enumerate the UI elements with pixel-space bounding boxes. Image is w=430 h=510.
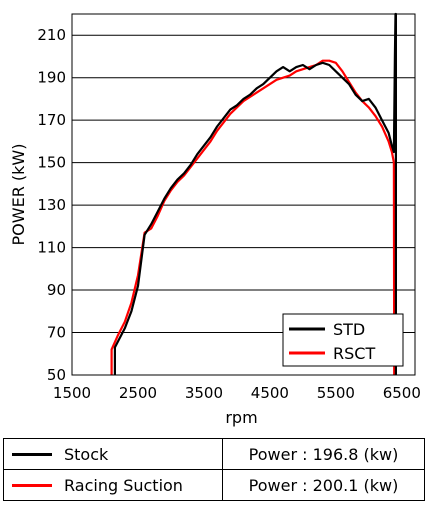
y-axis-label: POWER (kW) bbox=[9, 144, 28, 246]
y-tick-label: 190 bbox=[37, 69, 66, 87]
racing-suction-line-swatch bbox=[12, 483, 52, 487]
power-chart: 50 70 90 110 130 150 170 190 210 1500 2500 3500 4500… bbox=[9, 12, 421, 427]
tick-layer: 50 70 90 110 130 150 170 190 210 1500 2500 3500 4500… bbox=[37, 26, 421, 402]
series-line-std bbox=[113, 12, 397, 375]
legend-box bbox=[282, 313, 404, 367]
summary-legend-cell: Stock bbox=[3, 438, 223, 470]
summary-label-stock: Stock bbox=[64, 444, 109, 464]
summary-table: Stock Power : 196.8 (kw) Racing Suction … bbox=[3, 438, 425, 501]
x-tick-label: 2500 bbox=[119, 384, 157, 402]
y-tick-label: 210 bbox=[37, 26, 66, 44]
x-tick-label: 3500 bbox=[185, 384, 223, 402]
y-tick-label: 130 bbox=[37, 196, 66, 214]
y-tick-label: 110 bbox=[37, 239, 66, 257]
plot-frame bbox=[71, 13, 416, 376]
chart-legend: STD RSCT bbox=[282, 313, 404, 367]
y-tick-label: 150 bbox=[37, 154, 66, 172]
y-tick-label: 170 bbox=[37, 111, 66, 129]
legend-label-rsct: RSCT bbox=[333, 344, 375, 363]
y-tick-label: 70 bbox=[47, 324, 66, 342]
summary-value-stock: Power : 196.8 (kw) bbox=[222, 438, 425, 470]
x-axis-label: rpm bbox=[225, 408, 257, 427]
x-tick-label: 1500 bbox=[53, 384, 91, 402]
x-tick-label: 5500 bbox=[317, 384, 355, 402]
summary-legend-cell: Racing Suction bbox=[3, 469, 223, 501]
stock-line-swatch bbox=[12, 452, 52, 456]
x-tick-label: 4500 bbox=[251, 384, 289, 402]
y-tick-label: 50 bbox=[47, 366, 66, 384]
grid-lines bbox=[72, 34, 415, 376]
legend-label-std: STD bbox=[333, 320, 365, 339]
x-tick-label: 6500 bbox=[383, 384, 421, 402]
summary-value-racing-suction: Power : 200.1 (kw) bbox=[222, 469, 425, 501]
y-tick-label: 90 bbox=[47, 281, 66, 299]
summary-row-stock: Stock Power : 196.8 (kw) bbox=[3, 438, 425, 470]
summary-row-racing-suction: Racing Suction Power : 200.1 (kw) bbox=[3, 469, 425, 501]
summary-label-racing-suction: Racing Suction bbox=[64, 475, 183, 495]
series-layer bbox=[110, 12, 397, 376]
